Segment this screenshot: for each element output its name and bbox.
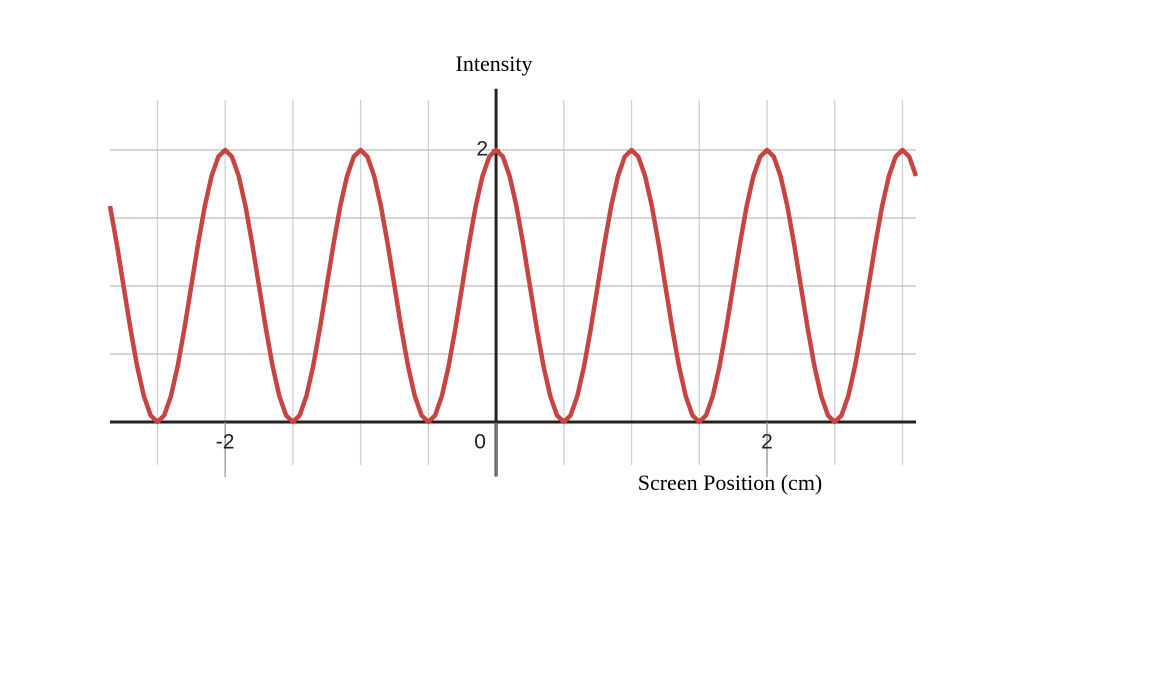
- line-series: [107, 147, 919, 425]
- x-tick-label: 2: [761, 431, 773, 454]
- x-axis-label: Screen Position (cm): [638, 470, 823, 495]
- y-tick-label: 2: [476, 138, 488, 161]
- y-axis-label: Intensity: [456, 51, 533, 76]
- x-tick-label: -2: [216, 431, 235, 454]
- x-tick-label: 0: [474, 431, 486, 454]
